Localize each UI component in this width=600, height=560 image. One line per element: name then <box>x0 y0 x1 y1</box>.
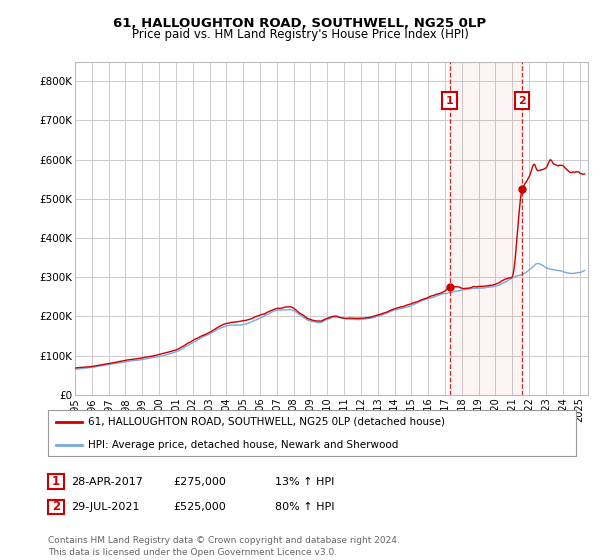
Bar <box>450 62 522 395</box>
Text: 13% ↑ HPI: 13% ↑ HPI <box>275 477 334 487</box>
Text: 2: 2 <box>518 96 526 106</box>
Text: £525,000: £525,000 <box>173 502 226 512</box>
Text: 61, HALLOUGHTON ROAD, SOUTHWELL, NG25 0LP: 61, HALLOUGHTON ROAD, SOUTHWELL, NG25 0L… <box>113 17 487 30</box>
Text: HPI: Average price, detached house, Newark and Sherwood: HPI: Average price, detached house, Newa… <box>88 440 398 450</box>
Text: 1: 1 <box>52 475 60 488</box>
Text: 2: 2 <box>52 500 60 514</box>
Text: 80% ↑ HPI: 80% ↑ HPI <box>275 502 334 512</box>
Text: 61, HALLOUGHTON ROAD, SOUTHWELL, NG25 0LP (detached house): 61, HALLOUGHTON ROAD, SOUTHWELL, NG25 0L… <box>88 417 445 427</box>
Text: 28-APR-2017: 28-APR-2017 <box>71 477 143 487</box>
Text: £275,000: £275,000 <box>173 477 226 487</box>
Text: Price paid vs. HM Land Registry's House Price Index (HPI): Price paid vs. HM Land Registry's House … <box>131 28 469 41</box>
Text: 1: 1 <box>446 96 454 106</box>
Text: 29-JUL-2021: 29-JUL-2021 <box>71 502 139 512</box>
Text: Contains HM Land Registry data © Crown copyright and database right 2024.
This d: Contains HM Land Registry data © Crown c… <box>48 536 400 557</box>
